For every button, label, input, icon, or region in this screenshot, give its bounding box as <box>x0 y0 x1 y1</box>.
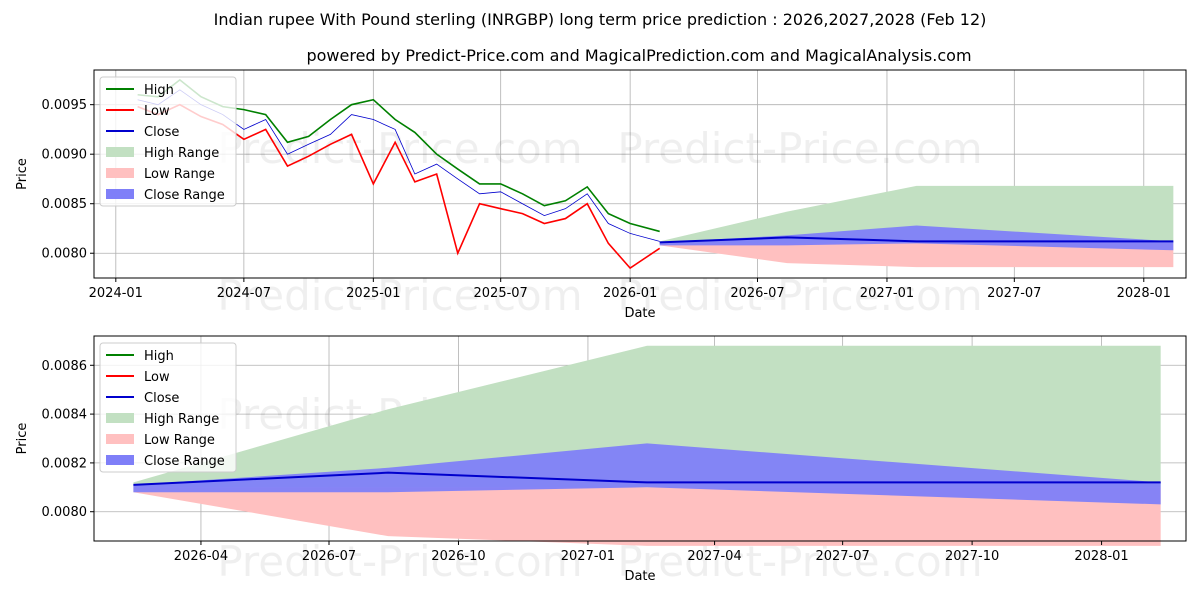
legend-label: High <box>144 83 174 98</box>
legend: High Low Close High Range Low Range Close Ran… <box>99 342 237 473</box>
legend-label: Low Range <box>144 433 215 448</box>
x-tick-label: 2027-10 <box>945 549 999 564</box>
legend-swatch <box>106 413 134 423</box>
watermark-text: Predict-Price.com <box>617 124 982 173</box>
y-tick-label: 0.0086 <box>42 359 88 374</box>
x-tick-label: 2025-07 <box>474 286 528 301</box>
legend-label: High Range <box>144 146 219 161</box>
close-range-band <box>133 443 1161 505</box>
legend-label: Low Range <box>144 167 215 182</box>
bottom-chart-panel: Predict-Price.comPredict-Price.comPredic… <box>15 335 1187 586</box>
x-tick-label: 2027-01 <box>860 286 914 301</box>
y-tick-label: 0.0082 <box>42 456 88 471</box>
y-tick-label: 0.0090 <box>42 148 88 163</box>
x-tick-label: 2024-07 <box>217 286 271 301</box>
low-range-band <box>133 487 1161 546</box>
y-tick-label: 0.0080 <box>42 247 88 262</box>
high-range-band <box>133 345 1161 488</box>
legend-label: Close Range <box>144 454 225 469</box>
close-range-band <box>659 225 1174 251</box>
legend-label: Close <box>144 391 179 406</box>
tick-labels: 2024-01 2024-07 2025-01 2025-07 2026-01 2026-… <box>42 98 1171 301</box>
legend-label: Low <box>144 104 170 119</box>
legend-label: Close Range <box>144 188 225 203</box>
watermark-text: Predict-Price.com <box>617 271 982 320</box>
legend-swatch <box>106 434 134 444</box>
chart-subtitle: powered by Predict-Price.com and Magical… <box>306 46 971 65</box>
x-tick-label: 2027-04 <box>687 549 741 564</box>
x-tick-label: 2028-01 <box>1117 286 1171 301</box>
y-tick-label: 0.0080 <box>42 505 88 520</box>
x-tick-label: 2026-07 <box>730 286 784 301</box>
legend-label: Low <box>144 370 170 385</box>
x-tick-label: 2026-01 <box>603 286 657 301</box>
tick-labels: 2026-04 2026-07 2026-10 2027-01 2027-04 2027-… <box>42 359 1129 564</box>
legend: High Low Close High Range Low Range Close Ran… <box>99 76 237 207</box>
y-axis-label: Price <box>15 158 30 190</box>
x-tick-label: 2026-07 <box>302 549 356 564</box>
x-tick-label: 2027-07 <box>815 549 869 564</box>
y-tick-label: 0.0085 <box>42 197 88 212</box>
legend-swatch <box>106 455 134 465</box>
y-tick-label: 0.0095 <box>42 98 88 113</box>
watermark-text: Predict-Price.com <box>217 537 582 586</box>
x-axis-label: Date <box>624 569 655 584</box>
chart-title: Indian rupee With Pound sterling (INRGBP… <box>214 10 987 29</box>
forecast-close-line <box>133 471 1161 486</box>
x-axis-label: Date <box>624 306 655 321</box>
watermark-group: Predict-Price.com Predict-Price.com Predic… <box>217 124 982 320</box>
legend-label: High <box>144 349 174 364</box>
plot-frame <box>93 335 1187 542</box>
watermark-text: Predict-Price.com <box>217 271 582 320</box>
x-tick-label: 2024-01 <box>89 286 143 301</box>
x-tick-label: 2027-01 <box>561 549 615 564</box>
legend-swatch <box>106 168 134 178</box>
plot-frame <box>93 69 1187 279</box>
low-range-band <box>659 243 1174 268</box>
y-tick-label: 0.0084 <box>42 408 88 423</box>
legend-label: High Range <box>144 412 219 427</box>
legend-swatch <box>106 147 134 157</box>
forecast-close-line <box>659 236 1174 244</box>
x-tick-label: 2027-07 <box>987 286 1041 301</box>
y-axis-label: Price <box>15 423 30 455</box>
x-tick-label: 2025-01 <box>346 286 400 301</box>
x-tick-label: 2026-10 <box>431 549 485 564</box>
top-chart-panel: Predict-Price.com Predict-Price.com Predic… <box>15 69 1187 321</box>
legend-swatch <box>106 189 134 199</box>
x-tick-label: 2028-01 <box>1074 549 1128 564</box>
x-tick-label: 2026-04 <box>174 549 228 564</box>
watermark-text: Predict-Price.com <box>217 124 582 173</box>
legend-label: Close <box>144 125 179 140</box>
high-range-band <box>659 185 1174 244</box>
